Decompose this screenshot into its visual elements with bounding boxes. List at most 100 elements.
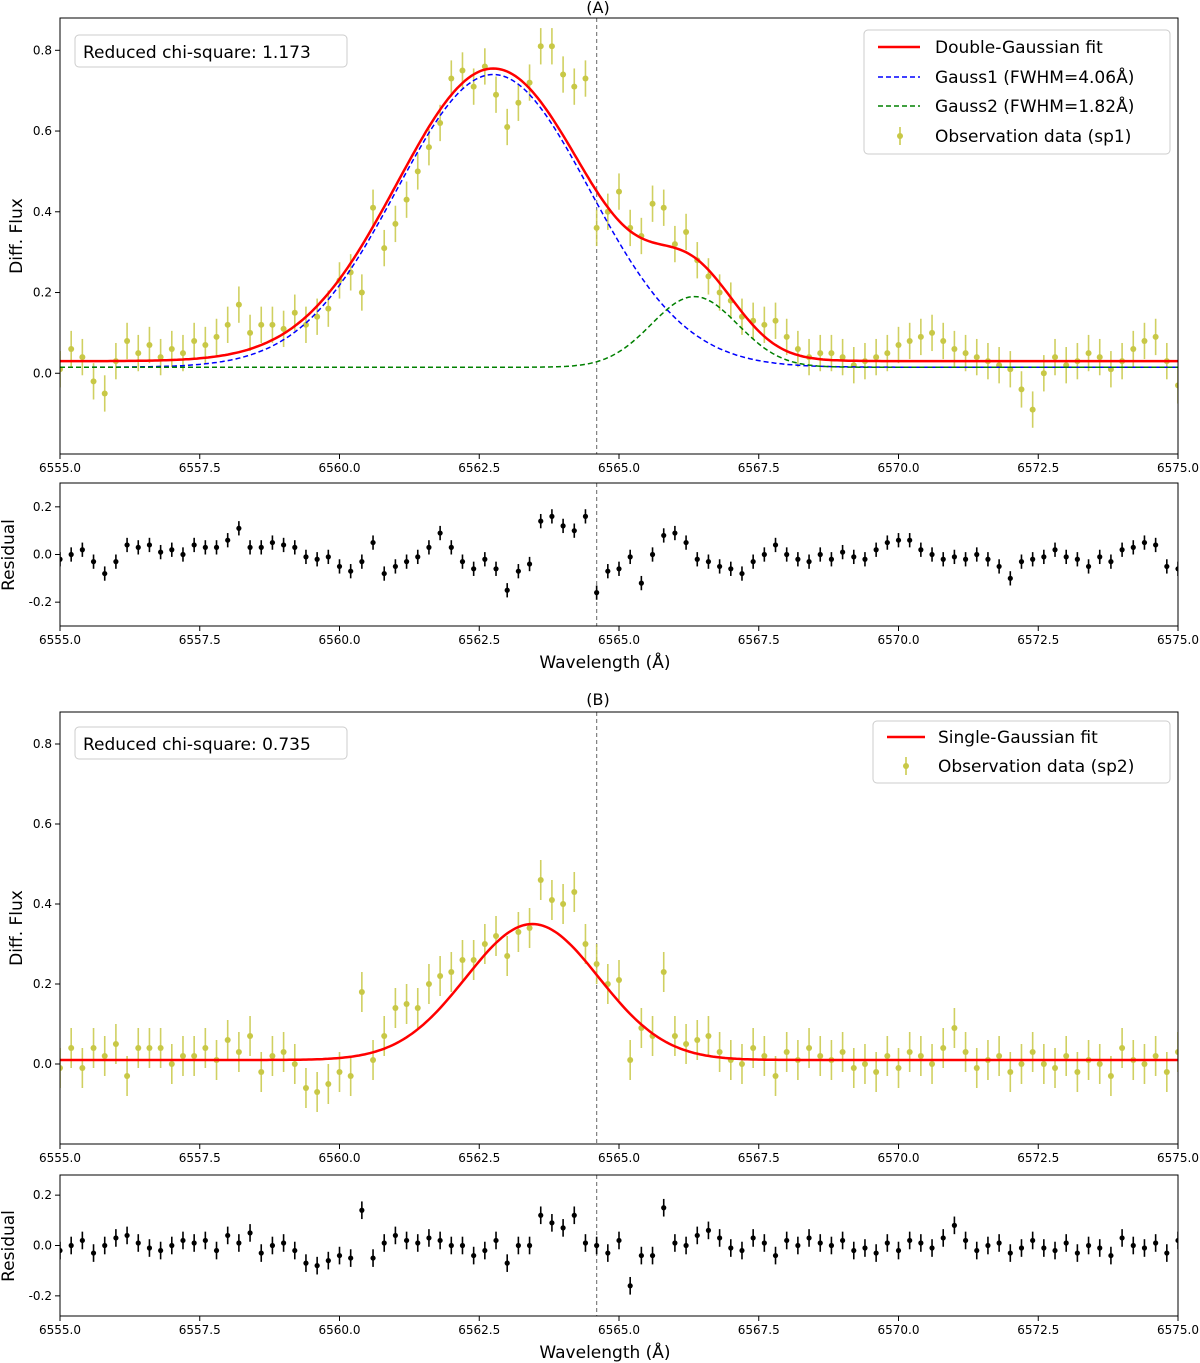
residual-point xyxy=(90,559,97,565)
obs-point xyxy=(772,317,779,324)
residual-point xyxy=(705,559,712,565)
obs-point xyxy=(168,1061,175,1067)
obs-point xyxy=(861,1061,868,1067)
residual-point xyxy=(851,554,857,560)
residual-point xyxy=(1074,556,1080,562)
res-0-ytick-label: 0.0 xyxy=(33,548,52,562)
obs-point xyxy=(414,168,421,175)
obs-point xyxy=(683,228,690,235)
res-1-xtick-label: 6560.0 xyxy=(319,1323,361,1337)
obs-point xyxy=(392,1005,399,1011)
obs-point xyxy=(291,309,298,316)
obs-point xyxy=(280,1049,287,1055)
obs-point xyxy=(146,1045,153,1051)
obs-point xyxy=(1074,1069,1081,1075)
residual-point xyxy=(102,570,108,577)
res-1-xtick-label: 6557.5 xyxy=(179,1323,221,1337)
residual-point xyxy=(1141,539,1148,546)
obs-point xyxy=(571,83,578,90)
residual-point xyxy=(124,542,130,548)
obs-point xyxy=(414,1005,421,1011)
obs-point xyxy=(929,1061,936,1067)
residual-point xyxy=(538,518,544,524)
obs-point xyxy=(1040,1061,1047,1067)
obs-point xyxy=(582,941,589,947)
residual-point xyxy=(907,537,913,543)
residual-point xyxy=(951,554,958,560)
obs-point xyxy=(560,71,567,78)
main-1-ytick-label: 0.6 xyxy=(33,817,52,831)
residual-point xyxy=(1108,1252,1114,1259)
obs-point xyxy=(806,1045,813,1051)
obs-point xyxy=(1029,406,1036,413)
residual-point xyxy=(1018,1245,1025,1251)
obs-point xyxy=(1141,337,1148,344)
obs-point xyxy=(448,969,455,975)
residual-point xyxy=(113,559,119,565)
residual-point xyxy=(962,556,969,562)
residual-point xyxy=(392,563,398,570)
main-1-xtick-label: 6555.0 xyxy=(39,1151,81,1165)
residual-point xyxy=(471,566,477,572)
residual-point xyxy=(582,513,589,519)
res-0-xtick-label: 6572.5 xyxy=(1017,633,1059,647)
residual-point xyxy=(895,1247,902,1254)
obs-point xyxy=(783,1049,790,1055)
obs-point xyxy=(392,220,399,227)
residual-point xyxy=(974,1247,980,1254)
legend-a-item-0: Double-Gaussian fit xyxy=(935,38,1103,58)
residual-point xyxy=(616,1237,622,1244)
residual-point xyxy=(1085,1242,1092,1249)
residual-point xyxy=(403,1237,410,1244)
residual-point xyxy=(146,542,153,548)
obs-point xyxy=(135,350,142,357)
residual-point xyxy=(202,1237,208,1244)
residual-point xyxy=(1175,566,1178,572)
obs-point xyxy=(873,1069,880,1075)
residual-point xyxy=(370,1255,376,1261)
panel-b-xlabel: Wavelength (Å) xyxy=(539,1341,670,1363)
residual-point xyxy=(314,1263,320,1269)
residual-point xyxy=(1108,559,1114,565)
residual-point xyxy=(392,1232,398,1239)
obs-point xyxy=(101,1053,108,1059)
residual-point xyxy=(884,1240,890,1246)
obs-point xyxy=(616,977,622,983)
res-1-xtick-label: 6570.0 xyxy=(878,1323,920,1337)
main-0-xtick-label: 6572.5 xyxy=(1017,461,1059,475)
obs-point xyxy=(1018,1061,1025,1067)
obs-point xyxy=(761,1053,768,1059)
residual-point xyxy=(851,1247,857,1254)
residual-point xyxy=(929,1245,935,1251)
main-0-ytick-label: 0.6 xyxy=(33,124,52,138)
obs-point xyxy=(1029,1049,1036,1055)
obs-point xyxy=(504,953,511,959)
obs-point xyxy=(258,321,265,328)
residual-point xyxy=(683,539,689,546)
residual-point xyxy=(1153,1240,1159,1246)
residual-point xyxy=(437,1237,443,1244)
residual-point xyxy=(1063,1240,1069,1246)
obs-point xyxy=(593,961,600,967)
obs-point xyxy=(1175,1049,1178,1055)
obs-point xyxy=(1163,1069,1170,1075)
obs-point xyxy=(705,1033,712,1039)
obs-point xyxy=(571,889,578,895)
residual-point xyxy=(1074,1250,1080,1256)
residual-point xyxy=(616,566,622,572)
obs-point xyxy=(381,245,388,252)
panel-a-residual-ylabel: Residual xyxy=(0,519,19,591)
residual-point xyxy=(225,537,231,543)
residual-point xyxy=(996,563,1002,570)
obs-point xyxy=(1107,1073,1114,1079)
residual-point xyxy=(303,554,309,560)
obs-point xyxy=(817,1053,824,1059)
residual-point xyxy=(370,539,376,546)
residual-point xyxy=(649,1252,656,1259)
residual-point xyxy=(638,1252,644,1259)
residual-point xyxy=(649,551,656,558)
obs-point xyxy=(347,1073,354,1079)
res-1-ytick-label: 0.2 xyxy=(33,1188,52,1202)
obs-point xyxy=(425,144,432,151)
residual-point xyxy=(359,1207,365,1213)
